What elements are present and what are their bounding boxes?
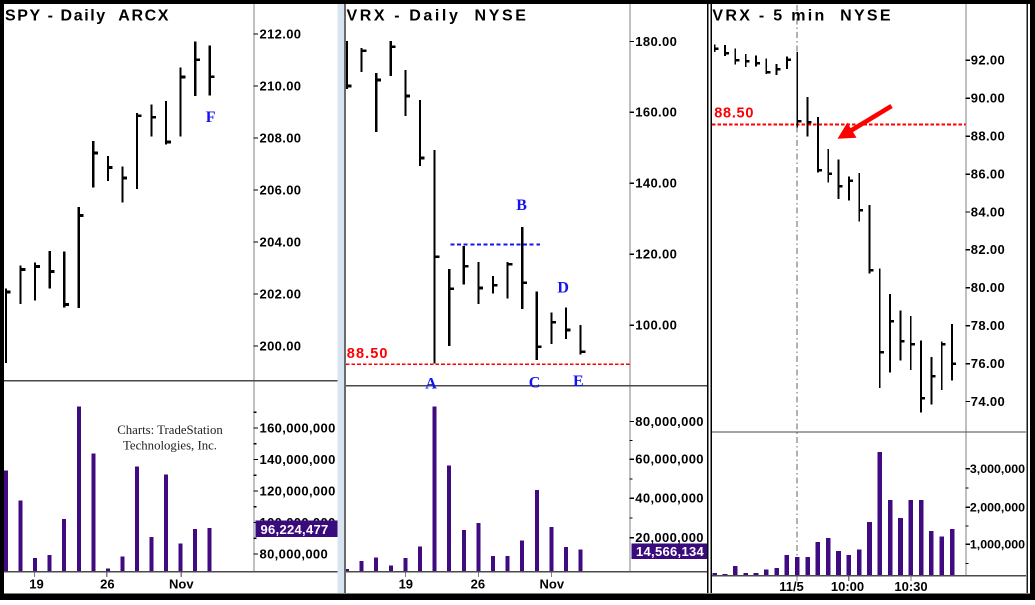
svg-text:210.00: 210.00 <box>260 78 302 93</box>
svg-text:D: D <box>557 280 569 297</box>
svg-text:F: F <box>206 109 216 126</box>
svg-text:2,000,000: 2,000,000 <box>970 501 1025 515</box>
svg-text:20,000,000: 20,000,000 <box>635 530 704 545</box>
svg-text:86.00: 86.00 <box>971 166 1005 181</box>
svg-text:82.00: 82.00 <box>971 242 1005 257</box>
svg-text:Nov: Nov <box>540 576 565 591</box>
svg-text:140,000,000: 140,000,000 <box>260 452 336 467</box>
svg-text:60,000,000: 60,000,000 <box>635 452 704 467</box>
svg-text:A: A <box>425 376 437 393</box>
svg-text:202.00: 202.00 <box>260 286 302 301</box>
svg-text:160.00: 160.00 <box>635 105 677 120</box>
svg-text:11/5: 11/5 <box>779 579 804 594</box>
svg-text:SPY - Daily ARCX: SPY - Daily ARCX <box>5 8 170 25</box>
svg-text:120,000,000: 120,000,000 <box>260 483 336 498</box>
svg-text:200.00: 200.00 <box>260 338 302 353</box>
svg-text:14,566,134: 14,566,134 <box>636 544 705 559</box>
svg-text:80.00: 80.00 <box>971 280 1005 295</box>
svg-text:B: B <box>516 197 527 214</box>
svg-text:80,000,000: 80,000,000 <box>260 546 329 561</box>
svg-text:80,000,000: 80,000,000 <box>635 414 704 429</box>
svg-text:26: 26 <box>100 576 114 591</box>
svg-text:19: 19 <box>29 576 43 591</box>
svg-text:VRX - 5 min NYSE: VRX - 5 min NYSE <box>712 8 892 25</box>
svg-text:88.50: 88.50 <box>714 106 754 122</box>
svg-text:84.00: 84.00 <box>971 204 1005 219</box>
svg-text:78.00: 78.00 <box>971 318 1005 333</box>
svg-text:19: 19 <box>399 576 413 591</box>
svg-text:160,000,000: 160,000,000 <box>260 420 336 435</box>
svg-text:180.00: 180.00 <box>635 34 677 49</box>
svg-text:1,000,000: 1,000,000 <box>970 538 1025 552</box>
svg-text:76.00: 76.00 <box>971 356 1005 371</box>
svg-text:C: C <box>529 374 541 391</box>
svg-text:10:30: 10:30 <box>894 579 927 594</box>
svg-text:204.00: 204.00 <box>260 234 302 249</box>
svg-text:96,224,477: 96,224,477 <box>261 522 329 537</box>
svg-text:Charts: TradeStation: Charts: TradeStation <box>117 423 223 437</box>
svg-text:26: 26 <box>471 576 485 591</box>
svg-text:92.00: 92.00 <box>971 53 1005 68</box>
svg-text:208.00: 208.00 <box>260 130 302 145</box>
svg-text:E: E <box>573 373 584 390</box>
svg-text:120.00: 120.00 <box>635 247 677 262</box>
svg-text:10:00: 10:00 <box>831 579 864 594</box>
svg-text:212.00: 212.00 <box>260 26 302 41</box>
svg-text:90.00: 90.00 <box>971 91 1005 106</box>
svg-text:Nov: Nov <box>169 576 194 591</box>
svg-text:206.00: 206.00 <box>260 182 302 197</box>
svg-text:88.00: 88.00 <box>971 129 1005 144</box>
svg-text:Technologies, Inc.: Technologies, Inc. <box>123 439 217 453</box>
svg-text:88.50: 88.50 <box>347 346 389 362</box>
svg-text:3,000,000: 3,000,000 <box>970 462 1025 476</box>
svg-text:100.00: 100.00 <box>635 317 677 332</box>
svg-text:VRX - Daily NYSE: VRX - Daily NYSE <box>347 8 529 25</box>
svg-text:40,000,000: 40,000,000 <box>635 491 704 506</box>
svg-text:74.00: 74.00 <box>971 394 1005 409</box>
svg-text:140.00: 140.00 <box>635 176 677 191</box>
